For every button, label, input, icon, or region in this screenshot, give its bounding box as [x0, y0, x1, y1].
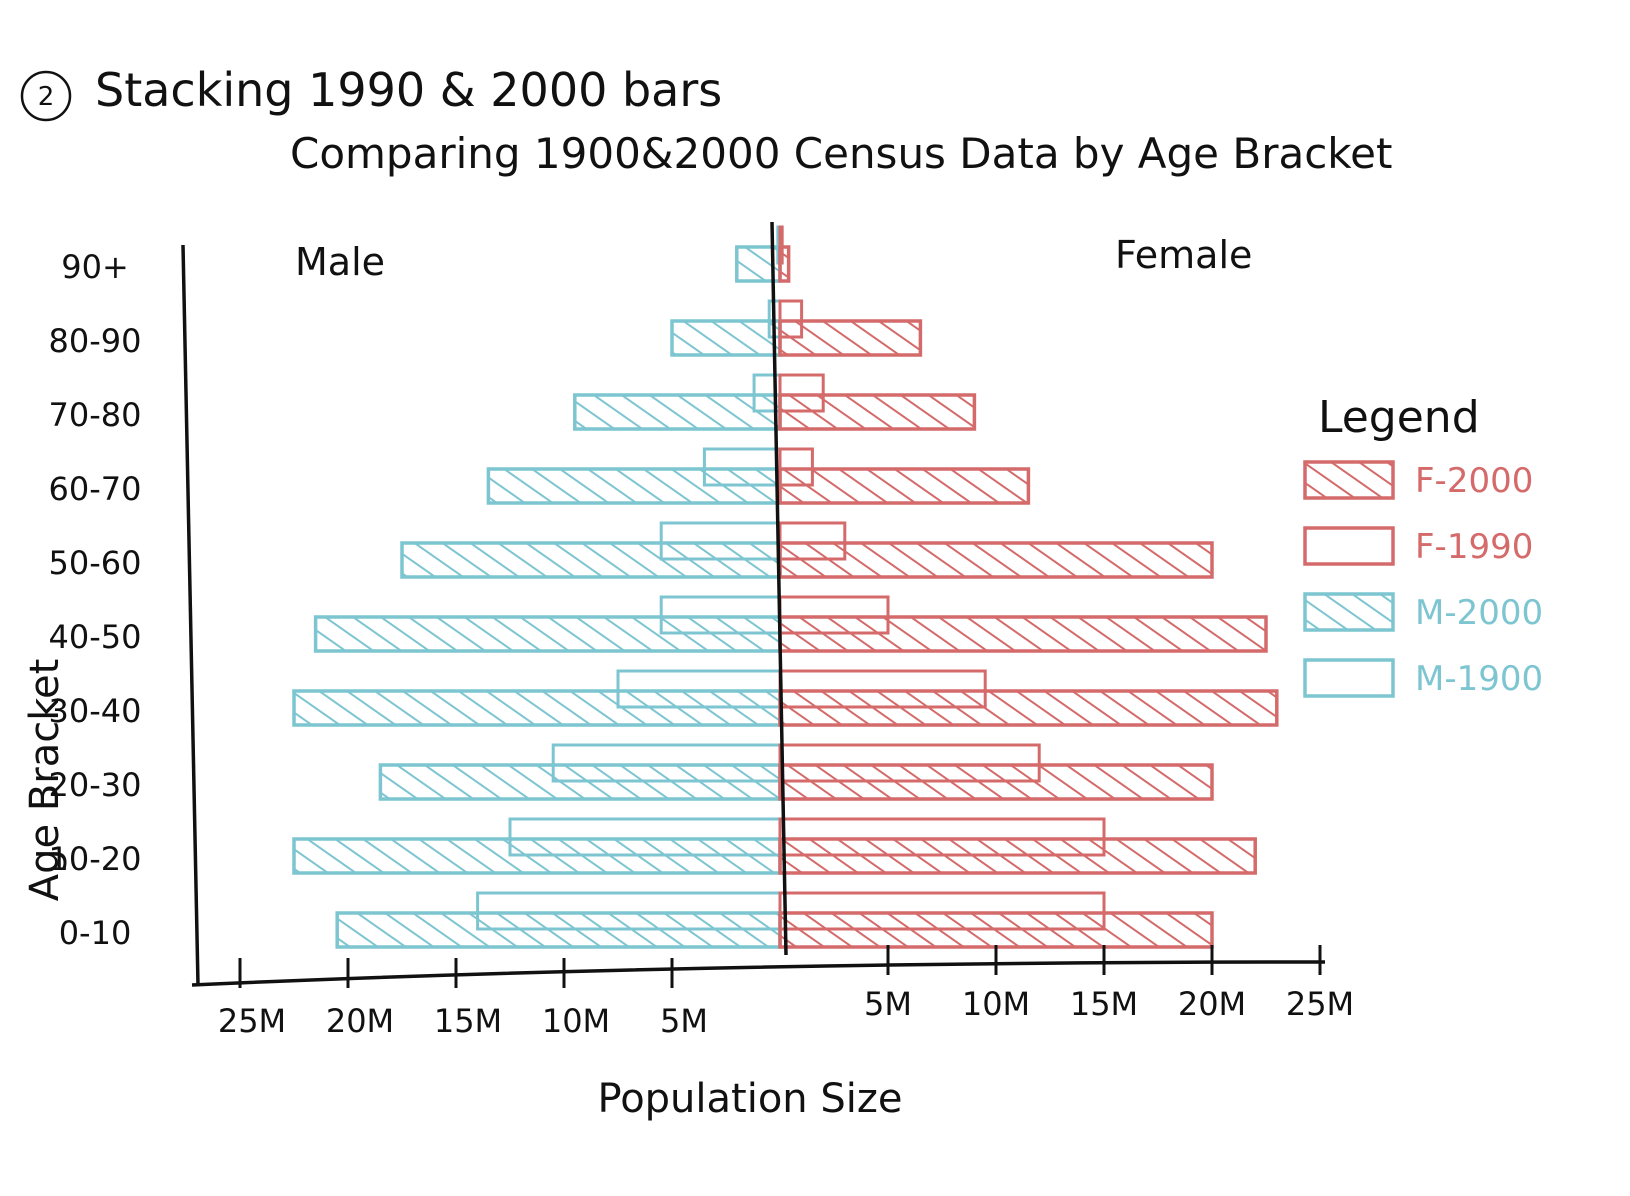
- x-tick-label-right-20M: 20M: [1178, 985, 1246, 1023]
- bar-m-2000-30-40: [292, 689, 782, 727]
- bar-f-2000-90+: [778, 245, 791, 283]
- number-circle: [20, 70, 72, 122]
- bar-f-2000-20-30: [778, 763, 1214, 801]
- legend-swatch-m-2000: [1303, 592, 1395, 632]
- legend-label-m-2000: M-2000: [1415, 593, 1543, 633]
- chart-title: Comparing 1900&2000 Census Data by Age B…: [290, 129, 1392, 178]
- x-tick-label-right-5M: 5M: [864, 985, 912, 1023]
- legend-title: Legend: [1318, 392, 1480, 443]
- x-tick-label-left-10M: 10M: [542, 1002, 610, 1040]
- female-side-label: Female: [1115, 233, 1252, 277]
- header-line-1: Stacking 1990 & 2000 bars: [95, 63, 722, 117]
- header-number: 2: [38, 82, 55, 112]
- x-tick-label-left-20M: 20M: [326, 1002, 394, 1040]
- legend-label-m-1900: M-1900: [1415, 659, 1543, 699]
- legend: F-2000 F-1990 M-2000 M-1900: [1303, 460, 1543, 699]
- x-tick-label-right-10M: 10M: [962, 985, 1030, 1023]
- y-tick-label-20-30: 20-30: [49, 766, 142, 804]
- bar-f-2000-70-80: [778, 393, 977, 431]
- bar-f-2000-10-20: [778, 837, 1257, 875]
- x-tick-label-left-25M: 25M: [218, 1002, 286, 1040]
- x-axis-title: Population Size: [598, 1076, 903, 1122]
- bar-f-2000-40-50: [778, 615, 1268, 653]
- x-tick-label-right-15M: 15M: [1070, 985, 1138, 1023]
- bar-m-2000-70-80: [573, 393, 782, 431]
- y-tick-label-0-10: 0-10: [59, 914, 132, 952]
- y-tick-label-30-40: 30-40: [49, 692, 142, 730]
- legend-swatch-f-1990: [1303, 526, 1395, 566]
- x-tick-label-left-15M: 15M: [434, 1002, 502, 1040]
- bar-f-2000-80-90: [778, 319, 923, 357]
- bars-group: [292, 225, 1279, 949]
- x-axis-line: [191, 960, 1326, 987]
- x-tick-label-right-25M: 25M: [1286, 985, 1354, 1023]
- bar-m-2000-80-90: [670, 319, 782, 357]
- y-tick-label-90+: 90+: [61, 248, 129, 286]
- y-tick-label-60-70: 60-70: [49, 470, 142, 508]
- bar-f-2000-0-10: [778, 911, 1214, 949]
- male-side-label: Male: [295, 240, 385, 284]
- center-divider-line: [770, 221, 788, 956]
- y-tick-labels-group: 0-10 10-20 20-30 30-40 40-50 50-60 60-70 70-80 8…: [49, 248, 142, 952]
- bar-f-2000-30-40: [778, 689, 1279, 727]
- bar-m-2000-50-60: [400, 541, 782, 579]
- bar-f-2000-60-70: [778, 467, 1031, 505]
- legend-label-f-2000: F-2000: [1415, 461, 1533, 501]
- y-tick-label-80-90: 80-90: [49, 322, 142, 360]
- bar-m-2000-20-30: [378, 763, 782, 801]
- y-tick-label-70-80: 70-80: [49, 396, 142, 434]
- legend-label-f-1990: F-1990: [1415, 527, 1533, 567]
- y-axis-line: [181, 244, 200, 986]
- y-axis-title: Age Bracket: [22, 659, 68, 902]
- bar-m-2000-40-50: [313, 615, 782, 653]
- x-ticks-group: 25M 20M 15M 10M 5M 5M 10M 15M 20M 25M: [218, 945, 1354, 1040]
- bar-f-2000-50-60: [778, 541, 1214, 579]
- y-tick-label-50-60: 50-60: [49, 544, 142, 582]
- legend-swatch-f-2000: [1303, 460, 1395, 500]
- bar-m-2000-0-10: [335, 911, 782, 949]
- y-tick-label-40-50: 40-50: [49, 618, 142, 656]
- y-tick-label-10-20: 10-20: [49, 840, 142, 878]
- bar-m-2000-10-20: [292, 837, 782, 875]
- bar-m-2000-60-70: [486, 467, 782, 505]
- x-tick-label-left-5M: 5M: [660, 1002, 708, 1040]
- legend-swatch-m-1900: [1303, 658, 1395, 698]
